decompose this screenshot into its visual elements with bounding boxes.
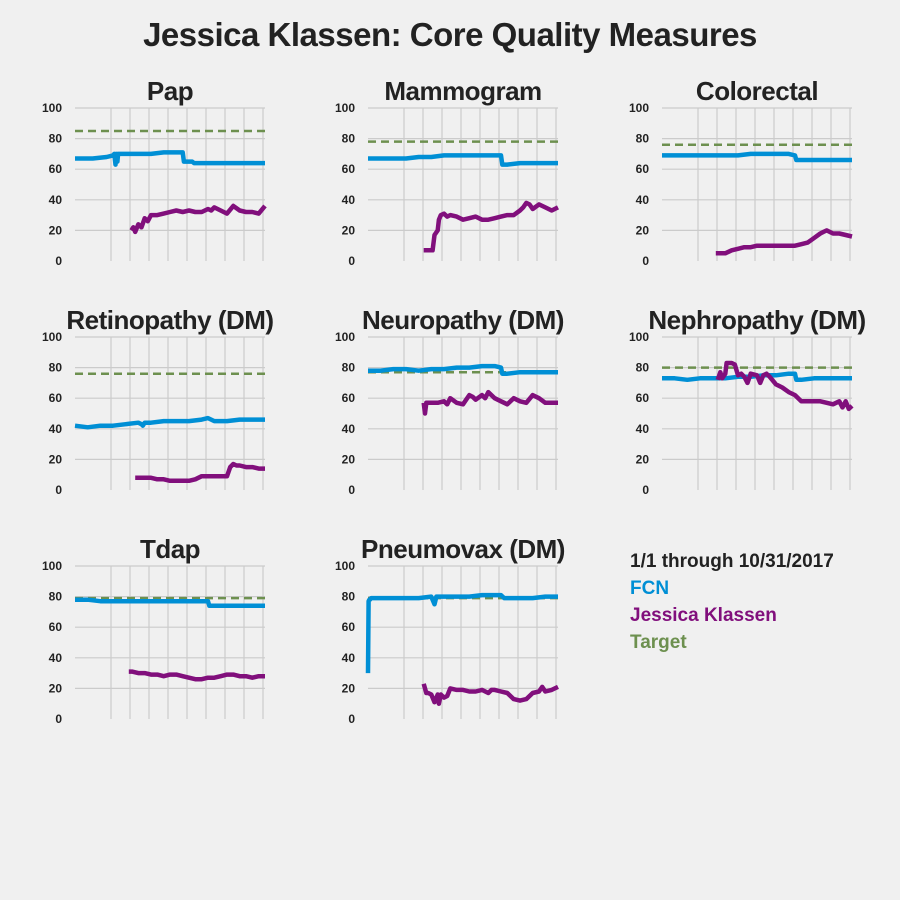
panel-title: Nephropathy (DM) (648, 305, 865, 335)
y-tick-label: 80 (636, 132, 650, 146)
y-tick-label: 100 (42, 330, 62, 344)
y-tick-label: 0 (642, 483, 649, 497)
y-tick-label: 100 (335, 559, 355, 573)
series-line-jessica-klassen (135, 461, 265, 484)
y-tick-label: 40 (342, 422, 356, 436)
panel-title: Mammogram (384, 76, 541, 106)
y-tick-label: 20 (49, 452, 63, 466)
y-tick-label: 100 (629, 330, 649, 344)
y-tick-label: 100 (42, 559, 62, 573)
y-tick-label: 20 (49, 223, 63, 237)
panel-pap: Pap 0 20 40 60 80 100 (42, 76, 267, 268)
y-tick-label: 80 (636, 361, 650, 375)
y-tick-label: 0 (642, 254, 649, 268)
y-tick-label: 40 (636, 422, 650, 436)
panel-tdap: Tdap 0 20 40 60 80 100 (42, 534, 265, 726)
y-tick-label: 80 (342, 590, 356, 604)
legend-item-target: Target (630, 632, 687, 653)
panel-title: Retinopathy (DM) (66, 305, 273, 335)
y-tick-label: 40 (342, 193, 356, 207)
panel-pneumovax-dm: Pneumovax (DM) 0 20 40 60 80 100 (335, 534, 565, 726)
y-tick-label: 20 (636, 452, 650, 466)
series-line-fcn (662, 151, 852, 163)
series-line-jessica-klassen (715, 360, 854, 412)
y-tick-label: 0 (55, 254, 62, 268)
y-tick-label: 80 (342, 361, 356, 375)
y-tick-label: 0 (348, 254, 355, 268)
y-tick-label: 40 (49, 422, 63, 436)
y-tick-label: 60 (342, 162, 356, 176)
y-tick-label: 80 (49, 361, 63, 375)
y-tick-label: 100 (335, 101, 355, 115)
legend: 1/1 through 10/31/2017 FCN Jessica Klass… (630, 551, 834, 653)
y-tick-label: 60 (49, 391, 63, 405)
series-line-jessica-klassen (421, 389, 558, 416)
y-tick-label: 80 (49, 132, 63, 146)
y-tick-label: 40 (342, 651, 356, 665)
y-tick-label: 60 (342, 620, 356, 634)
series-line-jessica-klassen (129, 203, 267, 235)
y-tick-label: 40 (49, 193, 63, 207)
panel-retinopathy-dm: Retinopathy (DM) 0 20 40 60 80 100 (42, 305, 274, 497)
y-tick-label: 20 (342, 681, 356, 695)
y-tick-label: 80 (342, 132, 356, 146)
series-line-jessica-klassen (128, 669, 265, 682)
series-line-fcn (75, 150, 265, 167)
y-tick-label: 100 (629, 101, 649, 115)
y-tick-label: 0 (348, 483, 355, 497)
panel-title: Tdap (140, 534, 200, 564)
series-line-fcn (75, 597, 265, 609)
series-line-fcn (74, 415, 265, 430)
y-tick-label: 20 (49, 681, 63, 695)
panel-colorectal: Colorectal 0 20 40 60 80 100 (629, 76, 853, 268)
series-line-jessica-klassen (421, 683, 559, 706)
panel-title: Neuropathy (DM) (362, 305, 564, 335)
y-tick-label: 20 (636, 223, 650, 237)
y-tick-label: 60 (49, 162, 63, 176)
panel-title: Colorectal (696, 76, 818, 106)
series-line-jessica-klassen (715, 228, 853, 256)
figure-title: Jessica Klassen: Core Quality Measures (143, 16, 757, 53)
y-tick-label: 40 (49, 651, 63, 665)
y-tick-label: 20 (342, 452, 356, 466)
series-line-fcn (368, 153, 558, 167)
y-tick-label: 60 (49, 620, 63, 634)
legend-item-fcn: FCN (630, 578, 669, 599)
y-tick-label: 40 (636, 193, 650, 207)
panel-nephropathy-dm: Nephropathy (DM) 0 20 40 60 80 100 (629, 305, 866, 497)
legend-period: 1/1 through 10/31/2017 (630, 551, 834, 572)
panel-mammogram: Mammogram 0 20 40 60 80 100 (335, 76, 559, 268)
y-tick-label: 80 (49, 590, 63, 604)
panel-neuropathy-dm: Neuropathy (DM) 0 20 40 60 80 100 (335, 305, 565, 497)
y-tick-label: 0 (55, 712, 62, 726)
y-tick-label: 0 (348, 712, 355, 726)
panels: Pap020406080100Mammogram020406080100Colo… (42, 76, 866, 726)
series-line-fcn (365, 592, 558, 674)
y-tick-label: 60 (636, 391, 650, 405)
y-tick-label: 20 (342, 223, 356, 237)
panel-title: Pneumovax (DM) (361, 534, 565, 564)
panel-title: Pap (147, 76, 193, 106)
series-line-jessica-klassen (422, 200, 559, 253)
y-tick-label: 0 (55, 483, 62, 497)
y-tick-label: 60 (636, 162, 650, 176)
y-tick-label: 100 (42, 101, 62, 115)
legend-item-jessica-klassen: Jessica Klassen (630, 605, 777, 626)
y-tick-label: 60 (342, 391, 356, 405)
y-tick-label: 100 (335, 330, 355, 344)
series-line-fcn (368, 363, 558, 376)
